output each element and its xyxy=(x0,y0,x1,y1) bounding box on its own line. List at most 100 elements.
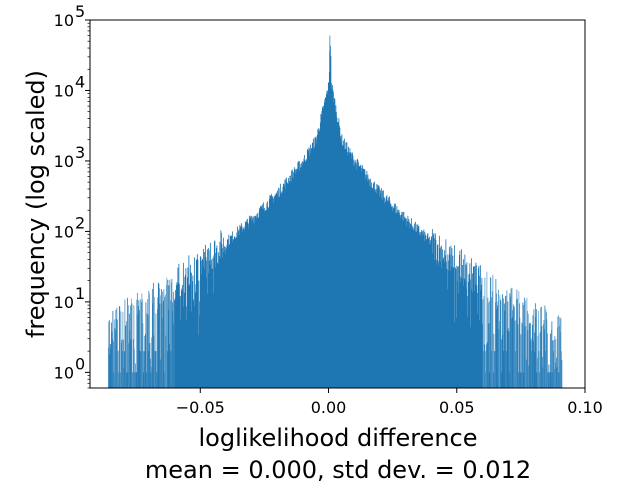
histogram-bar xyxy=(428,236,430,388)
histogram-bar xyxy=(284,179,286,388)
histogram-bar xyxy=(443,250,445,388)
histogram-bar xyxy=(372,183,374,388)
histogram-bar xyxy=(557,316,559,388)
histogram-bar xyxy=(459,250,461,388)
histogram-bar xyxy=(124,325,126,388)
histogram-bar xyxy=(240,226,242,388)
histogram-bar xyxy=(474,284,476,388)
histogram-bar xyxy=(351,152,353,388)
y-tick-exponent: 5 xyxy=(75,2,85,21)
y-tick-exponent: 3 xyxy=(75,143,85,162)
histogram-bar xyxy=(528,323,530,388)
histogram-bar xyxy=(123,351,125,388)
histogram-bar xyxy=(441,249,443,388)
histogram-bar xyxy=(130,298,132,388)
histogram-bar xyxy=(535,317,537,388)
histogram-bar xyxy=(323,108,325,388)
histogram-bar xyxy=(407,221,409,388)
histogram-bar xyxy=(479,320,481,388)
histogram-bar xyxy=(178,263,180,388)
histogram-bar xyxy=(151,367,153,388)
histogram-bar xyxy=(502,334,504,388)
histogram-bar xyxy=(154,351,156,388)
histogram-bar xyxy=(390,206,392,388)
histogram-bar xyxy=(438,235,440,388)
histogram-bar xyxy=(468,274,470,388)
histogram-bar xyxy=(112,310,114,388)
histogram-bar xyxy=(504,295,506,388)
histogram-bar xyxy=(222,237,224,388)
histogram-bar xyxy=(440,245,442,388)
histogram-bar xyxy=(378,187,380,388)
histogram-bar xyxy=(551,372,553,388)
histogram-bar xyxy=(332,91,334,388)
histogram-bar xyxy=(404,218,406,388)
histogram-bar xyxy=(483,295,485,388)
histogram-bar xyxy=(515,299,517,388)
histogram-bar xyxy=(206,260,208,388)
histogram-bar xyxy=(400,215,402,388)
histogram-bar xyxy=(474,266,476,388)
histogram-bar xyxy=(255,216,257,388)
histogram-bar xyxy=(113,372,115,388)
histogram-bar xyxy=(173,300,175,388)
histogram-bar xyxy=(227,239,229,388)
histogram-bar xyxy=(363,168,365,388)
histogram-bar xyxy=(402,220,404,388)
histogram-bar xyxy=(185,320,187,388)
histogram-bar xyxy=(213,241,215,388)
histogram-bar xyxy=(193,299,195,388)
histogram-bar xyxy=(266,203,268,388)
histogram-bar xyxy=(559,332,561,388)
histogram-bar xyxy=(414,221,416,388)
histogram-bar xyxy=(309,148,311,388)
histogram-bar xyxy=(183,292,185,388)
histogram-bar xyxy=(317,128,319,388)
histogram-bar xyxy=(391,207,393,388)
histogram-bar xyxy=(163,289,165,388)
histogram-bar xyxy=(298,160,300,388)
histogram-bar xyxy=(546,333,548,388)
histogram-bar xyxy=(530,340,532,388)
histogram-bar xyxy=(462,278,464,388)
histogram-bar xyxy=(318,130,320,388)
histogram-bar xyxy=(132,372,134,388)
histogram-bar xyxy=(485,351,487,388)
histogram-bar xyxy=(356,158,358,388)
histogram-bar xyxy=(318,130,320,388)
histogram-bar xyxy=(274,195,276,388)
histogram-bar xyxy=(442,259,444,388)
histogram-bar xyxy=(450,266,452,388)
histogram-bar xyxy=(119,306,121,388)
histogram-bar xyxy=(109,344,111,388)
histogram-bar xyxy=(220,230,222,388)
histogram-bar xyxy=(493,351,495,388)
histogram-bar xyxy=(494,302,496,388)
histogram-bar xyxy=(417,224,419,388)
y-tick-label: 10 xyxy=(54,222,74,241)
histogram-bar xyxy=(135,372,137,388)
histogram-bar xyxy=(370,182,372,388)
histogram-bar xyxy=(418,226,420,388)
histogram-bar xyxy=(237,231,239,388)
x-tick-label: 0.05 xyxy=(439,398,475,417)
histogram-bar xyxy=(434,238,436,388)
histogram-bar xyxy=(487,302,489,388)
histogram-bar xyxy=(206,249,208,388)
histogram-bar xyxy=(533,309,535,388)
histogram-bar xyxy=(393,208,395,388)
histogram-bar xyxy=(141,293,143,388)
histogram-bar xyxy=(182,291,184,388)
histogram-bar xyxy=(180,288,182,388)
histogram-bar xyxy=(338,118,340,389)
histogram-bar xyxy=(245,221,247,388)
histogram-bar xyxy=(268,199,270,388)
histogram-bar xyxy=(117,351,119,388)
histogram-bar xyxy=(253,222,255,388)
histogram-bar xyxy=(547,372,549,388)
histogram-bar xyxy=(558,325,560,388)
histogram-bar xyxy=(514,320,516,388)
histogram-bar xyxy=(335,105,337,389)
histogram-bar xyxy=(414,229,416,388)
